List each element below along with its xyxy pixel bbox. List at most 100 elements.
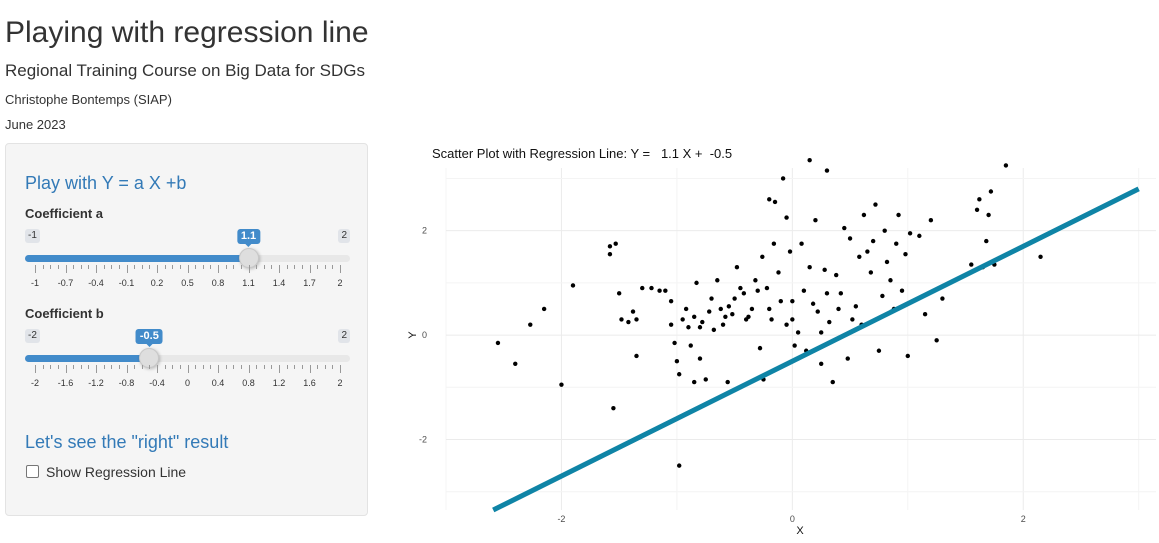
slider-major-tick [126,365,128,373]
slider-minor-tick [88,365,90,369]
slider-minor-tick [294,365,296,369]
data-point [830,379,835,385]
data-point [668,298,674,304]
data-point [790,317,795,322]
slider-minor-tick [317,265,319,269]
data-point [928,218,934,223]
slider-minor-tick [179,265,181,269]
data-point [528,322,533,327]
data-point [723,314,728,320]
data-point [784,215,789,220]
slider-major-tick [279,265,280,273]
slider-major-tick [340,365,341,373]
y-axis-title: Y [407,331,419,339]
chart-title: Scatter Plot with Regression Line: Y = 1… [432,146,732,161]
coefficient-b-slider[interactable]: -2 2 -0.5 -2 -1.6 -1.2 -0.8 -0.4 0 0.4 0.8 1.2 1.… [25,329,350,399]
data-point [899,288,905,293]
data-point [749,306,755,312]
slider-tick-label: 1.1 [242,278,255,288]
section-heading-result: Let's see the "right" result [25,432,229,452]
slider-minor-tick [263,365,265,369]
data-point [868,270,874,275]
data-point [697,356,703,361]
data-point [907,231,913,236]
slider-tick-label: 0.5 [181,278,194,288]
slider-minor-tick [195,265,197,269]
data-point [570,283,576,288]
data-point [715,278,720,283]
data-point [984,238,989,244]
slider-max-label: 2 [338,329,350,343]
slider-major-tick [340,265,341,273]
slider-grid: -1 -0.7 -0.4 -0.1 0.2 0.5 0.8 1.1 1.4 1.7 2 [25,265,350,288]
slider-tick-label: 2 [337,378,343,388]
data-point [613,241,618,246]
data-point [760,254,765,259]
x-axis-title: X [796,525,804,537]
data-point [882,228,887,233]
data-point [884,259,890,265]
slider-minor-tick [225,265,227,269]
data-point [822,267,827,273]
data-point [746,314,751,320]
data-point [795,330,801,335]
chart-line-group [492,186,1140,513]
data-point [692,314,697,320]
data-point [1003,163,1009,168]
slider-minor-tick [332,365,334,369]
slider-major-tick [187,365,189,373]
slider-major-tick [309,365,311,373]
slider-tick-label: 1.4 [272,278,286,288]
slider-major-tick [309,265,311,273]
data-point [776,270,781,275]
data-point [778,298,783,304]
slider-minor-tick [271,265,273,269]
data-point [772,199,778,205]
data-point [672,340,677,346]
data-point [842,225,847,231]
data-point [861,212,867,218]
slider-track[interactable] [25,355,350,362]
slider-minor-tick [225,365,227,369]
slider-tick-label: -0.4 [149,378,165,388]
chart-axes: -2 0 2 -2 0 2 X Y [407,226,1026,537]
data-point [815,309,820,314]
slider-major-tick [35,365,36,373]
data-point [732,296,737,301]
data-point [799,241,804,246]
data-point [495,340,501,346]
slider-minor-tick [134,265,136,269]
slider-tick-label: 0.4 [211,378,225,388]
slider-min-label: -1 [25,229,40,243]
data-point [838,291,844,296]
slider-major-tick [279,365,280,373]
regression-line [492,186,1140,513]
data-point [677,463,682,468]
slider-minor-tick [172,265,174,269]
data-point [674,358,680,364]
data-point [513,361,518,367]
slider-minor-tick [134,365,136,369]
data-point [753,278,758,283]
data-point [688,343,693,348]
data-point [767,197,772,202]
slider-tick-label: 0.2 [150,278,164,288]
data-point [668,322,674,327]
data-point [711,327,717,333]
coefficient-a-slider[interactable]: -1 2 1.1 -1 -0.7 -0.4 -0.1 0.2 0.5 0.8 1.1 1.4 1.… [25,229,350,299]
show-regression-line-checkbox[interactable] [26,465,39,478]
data-point [677,372,682,377]
chart-points [495,157,1043,468]
data-point [634,353,639,359]
data-point [870,238,876,244]
data-point [905,353,910,359]
data-point [559,382,564,387]
author-line: Christophe Bontemps (SIAP) [5,92,172,107]
slider-minor-tick [57,365,59,369]
slider-minor-tick [324,365,326,369]
slider-minor-tick [149,265,151,269]
show-regression-line-label[interactable]: Show Regression Line [46,464,187,480]
data-point [657,288,662,293]
slider-grid: -2 -1.6 -1.2 -0.8 -0.4 0 0.4 0.8 1.2 1.6 2 [25,365,350,388]
data-point [974,207,980,212]
